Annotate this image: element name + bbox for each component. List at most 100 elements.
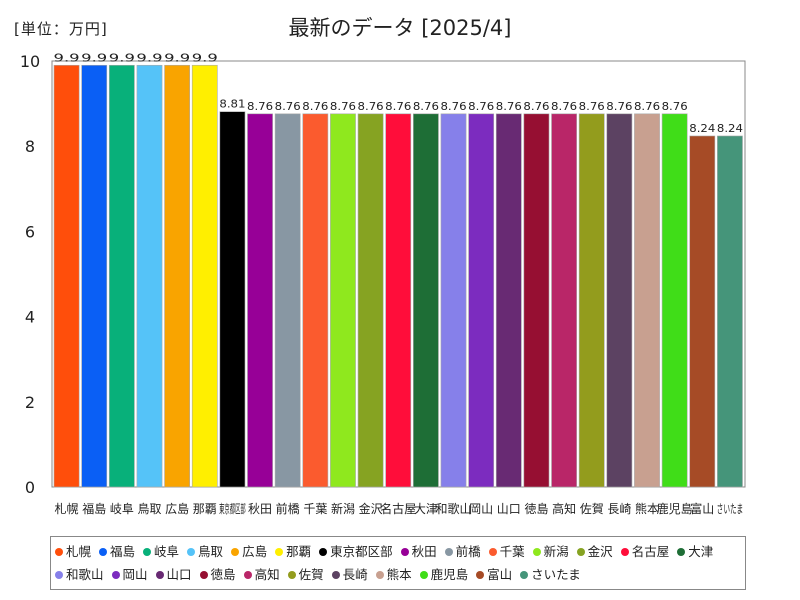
legend-item: 金沢	[576, 540, 613, 563]
legend-item: 佐賀	[287, 563, 324, 586]
legend-swatch	[143, 547, 152, 556]
x-tick-label: 長崎	[607, 502, 631, 516]
bar	[661, 113, 688, 488]
data-label: 9.9	[81, 51, 107, 64]
x-tick-label: 広島	[165, 501, 189, 516]
bar	[136, 64, 163, 488]
legend-item: 大津	[677, 540, 713, 563]
bar	[606, 113, 633, 488]
chart-legend: 札幌 福島 岐阜 鳥取 広島 那覇 東京都区部 秋田 前橋 千葉 新潟 金沢 名古屋 大津和歌山 岡山 山口 徳…	[50, 536, 746, 590]
legend-item: 和歌山	[55, 563, 104, 586]
x-tick-label: 熊本	[635, 501, 659, 516]
legend-swatch	[55, 547, 63, 556]
unit-label: [単位：万円]	[14, 20, 108, 38]
data-label: 8.76	[662, 100, 688, 113]
x-tick-label: 岡山	[469, 502, 493, 516]
legend-swatch	[419, 570, 428, 579]
bar	[108, 64, 135, 488]
data-label: 8.76	[579, 100, 605, 113]
data-label: 8.76	[302, 100, 328, 113]
data-label: 8.76	[247, 100, 273, 113]
x-tick-label: 高知	[552, 501, 576, 516]
x-tick-label: 岐阜	[110, 502, 134, 516]
data-label: 8.76	[606, 100, 632, 113]
x-tick-label: 新潟	[331, 501, 355, 516]
legend-label: 秋田	[411, 544, 437, 559]
legend-label: 徳島	[210, 567, 236, 582]
data-label: 8.24	[717, 122, 743, 135]
legend-label: 広島	[242, 544, 268, 559]
x-tick-label: 千葉	[303, 502, 327, 516]
legend-label: 鳥取	[198, 544, 224, 559]
x-tick-label: 東京都区部	[219, 501, 246, 516]
data-label: 9.9	[192, 51, 218, 64]
bar	[551, 113, 577, 488]
legend-swatch	[319, 547, 328, 556]
legend-swatch	[275, 547, 284, 556]
legend-swatch	[375, 570, 384, 579]
x-tick-label: 佐賀	[580, 502, 604, 516]
data-label: 8.76	[413, 100, 439, 113]
y-tick-label: 0	[25, 478, 35, 497]
bar	[523, 113, 550, 488]
x-tick-label: 富山	[690, 501, 714, 516]
legend-item: 長崎	[331, 563, 368, 586]
x-tick-label: 那覇	[193, 502, 217, 516]
legend-swatch	[55, 570, 63, 579]
legend-swatch	[99, 547, 108, 556]
y-tick-label: 6	[25, 222, 35, 241]
legend-item: 福島	[99, 540, 135, 563]
legend-item: 徳島	[199, 563, 236, 586]
legend-label: 新潟	[543, 544, 569, 559]
legend-swatch	[400, 547, 409, 556]
x-tick-label: 福島	[82, 501, 106, 516]
legend-label: 山口	[166, 567, 192, 582]
legend-swatch	[187, 547, 196, 556]
bar	[330, 113, 356, 488]
legend-label: 熊本	[386, 567, 412, 582]
x-tick-label: 鹿児島	[657, 501, 693, 516]
data-label: 8.76	[551, 100, 577, 113]
data-label: 9.9	[164, 51, 190, 64]
bar	[385, 113, 412, 488]
legend-label: 長崎	[342, 567, 368, 582]
x-tick-label: 秋田	[248, 502, 272, 516]
x-tick-label: 大津	[414, 502, 438, 516]
legend-swatch	[231, 547, 240, 556]
legend-item: 前橋	[444, 540, 481, 563]
data-label: 8.76	[496, 100, 522, 113]
legend-item: 札幌	[55, 540, 91, 563]
data-label: 8.76	[358, 100, 384, 113]
legend-label: 岡山	[122, 567, 148, 582]
legend-item: 千葉	[488, 540, 525, 563]
data-label: 8.76	[523, 100, 549, 113]
legend-label: 那覇	[286, 544, 312, 559]
legend-item: 熊本	[375, 563, 412, 586]
bar	[274, 113, 301, 488]
bar	[219, 111, 246, 488]
bar	[440, 113, 467, 488]
legend-swatch	[488, 547, 497, 556]
legend-swatch	[111, 570, 120, 579]
legend-swatch	[476, 570, 485, 579]
legend-item: 名古屋	[620, 540, 669, 563]
legend-item: 岡山	[111, 563, 148, 586]
legend-item: 東京都区部	[319, 540, 393, 563]
legend-item: 鹿児島	[419, 563, 468, 586]
legend-label: 千葉	[499, 544, 525, 559]
x-tick-label: 徳島	[524, 501, 548, 516]
x-tick-label: 金沢	[359, 501, 383, 516]
legend-item: 岐阜	[143, 540, 179, 563]
legend-label: 佐賀	[298, 567, 324, 582]
y-tick-label: 10	[20, 52, 40, 71]
data-label: 8.76	[330, 100, 356, 113]
legend-swatch	[677, 547, 686, 556]
legend-label: 東京都区部	[330, 544, 393, 559]
legend-label: さいたま	[531, 567, 581, 582]
x-tick-label: 前橋	[276, 501, 300, 516]
bar	[717, 135, 743, 488]
x-tick-label: 鳥取	[137, 501, 161, 516]
legend-swatch	[532, 547, 541, 556]
y-tick-label: 8	[25, 137, 35, 156]
